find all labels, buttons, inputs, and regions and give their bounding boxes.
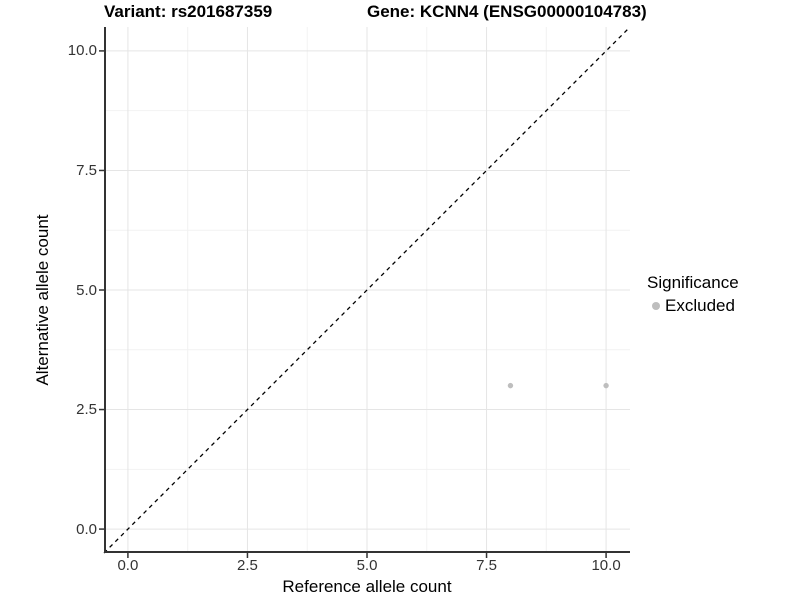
legend-item-label: Excluded [665, 296, 735, 315]
x-tick-label: 0.0 [117, 557, 139, 574]
plot-title-gene: Gene: KCNN4 (ENSG00000104783) [367, 2, 647, 21]
legend-point-icon [652, 301, 660, 310]
plot-panel [99, 26, 631, 558]
x-tick-label: 10.0 [591, 557, 621, 574]
y-tick-label: 0.0 [76, 520, 97, 538]
legend-item-excluded: Excluded [647, 295, 739, 316]
y-tick-label: 10.0 [67, 42, 97, 60]
data-point [507, 382, 514, 389]
y-tick-label: 7.5 [76, 161, 97, 179]
x-tick-label: 5.0 [356, 557, 378, 574]
x-tick-label: 2.5 [237, 557, 258, 574]
plot-canvas [99, 26, 631, 558]
y-tick-label: 2.5 [76, 401, 97, 419]
x-axis-title: Reference allele count [282, 577, 452, 596]
legend: Significance Excluded [647, 272, 739, 316]
identity-dashed-line [103, 26, 631, 554]
data-point [603, 382, 609, 389]
x-tick-label: 7.5 [476, 557, 497, 574]
y-axis-title: Alternative allele count [33, 214, 52, 386]
plot-title-variant: Variant: rs201687359 [104, 2, 273, 21]
y-tick-label: 5.0 [76, 281, 97, 299]
legend-title: Significance [647, 273, 739, 292]
